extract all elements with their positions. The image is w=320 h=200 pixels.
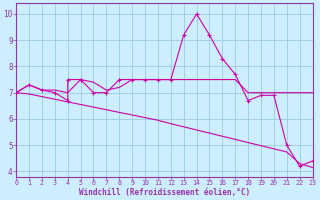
X-axis label: Windchill (Refroidissement éolien,°C): Windchill (Refroidissement éolien,°C)	[79, 188, 250, 197]
